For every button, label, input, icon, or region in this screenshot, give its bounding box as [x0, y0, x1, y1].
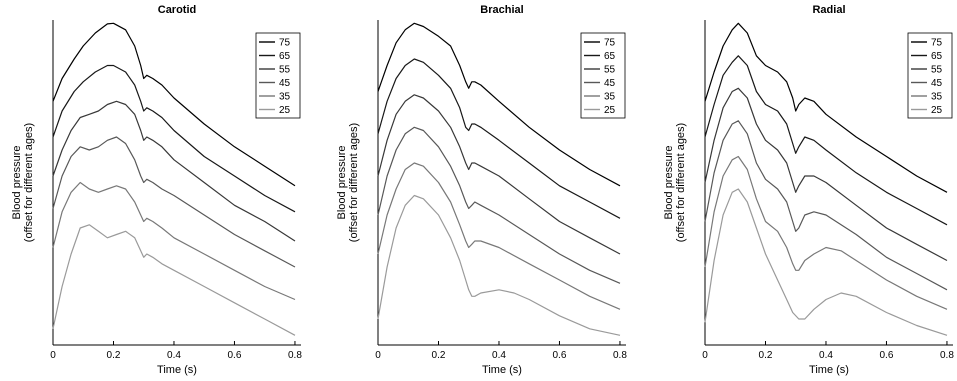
- legend: 75 65 55 45 35 25: [580, 32, 626, 119]
- legend-box: [907, 32, 953, 119]
- series-line-65: [52, 64, 296, 213]
- series-line-55: [52, 100, 296, 242]
- series-line-25: [704, 188, 948, 336]
- series-line-55: [704, 87, 948, 262]
- series-line-35: [704, 155, 948, 310]
- series-line-35: [52, 181, 296, 301]
- legend-label: 45: [279, 78, 291, 89]
- series-line-65: [377, 58, 621, 219]
- legend-label: 65: [931, 51, 943, 62]
- x-tick-label: 0.4: [819, 350, 833, 361]
- x-tick-label: 0.8: [288, 350, 302, 361]
- x-axis-label: Time (s): [157, 364, 197, 376]
- series-line-75: [52, 22, 296, 187]
- legend-box: [580, 32, 626, 119]
- legend-label: 45: [931, 78, 943, 89]
- legend-label: 65: [279, 51, 291, 62]
- legend-label: 45: [604, 78, 616, 89]
- series-line-75: [377, 22, 621, 187]
- x-tick-label: 0.4: [492, 350, 506, 361]
- legend-label: 75: [931, 38, 943, 49]
- x-tick-label: 0: [702, 350, 708, 361]
- x-tick-label: 0.2: [432, 350, 446, 361]
- legend-label: 55: [279, 65, 291, 76]
- panel-brachial: Brachial 0 0.2 0.4 0.6 0.8 Time (s) Blood press…: [336, 4, 627, 376]
- legend-label: 35: [931, 92, 943, 103]
- legend-label: 25: [931, 105, 943, 116]
- legend-label: 25: [604, 105, 616, 116]
- series-line-25: [52, 224, 296, 336]
- x-tick-label: 0.2: [759, 350, 773, 361]
- legend-label: 55: [931, 65, 943, 76]
- y-axis-label: Blood pressure: [663, 146, 675, 220]
- chart-title: Radial: [812, 4, 845, 16]
- series-line-45: [52, 136, 296, 268]
- y-axis-label-sub: (offset for different ages): [23, 123, 35, 242]
- legend: 75 65 55 45 35 25: [255, 32, 301, 119]
- legend-label: 75: [604, 38, 616, 49]
- legend-label: 75: [279, 38, 291, 49]
- x-tick-label: 0.6: [228, 350, 242, 361]
- x-tick-label: 0: [50, 350, 56, 361]
- panel-radial: Radial 0 0.2 0.4 0.6 0.8 Time (s) Blood pressur…: [663, 4, 954, 376]
- legend-label: 25: [279, 105, 291, 116]
- chart-title: Carotid: [158, 4, 197, 16]
- x-tick-label: 0.8: [613, 350, 627, 361]
- y-axis-label: Blood pressure: [11, 146, 23, 220]
- x-tick-label: 0.4: [167, 350, 181, 361]
- x-axis-label: Time (s): [809, 364, 849, 376]
- legend-label: 65: [604, 51, 616, 62]
- series-line-45: [377, 126, 621, 284]
- series-line-45: [704, 120, 948, 291]
- legend-label: 35: [279, 92, 291, 103]
- panel-carotid: Carotid 0 0.2 0.4 0.6 0.8 Time (s) Blood pressu…: [11, 4, 302, 376]
- x-tick-label: 0.6: [880, 350, 894, 361]
- x-tick-label: 0: [375, 350, 381, 361]
- x-tick-label: 0.8: [940, 350, 954, 361]
- x-tick-label: 0.2: [107, 350, 121, 361]
- legend-box: [255, 32, 301, 119]
- series-line-35: [377, 162, 621, 310]
- y-axis-label-sub: (offset for different ages): [348, 123, 360, 242]
- x-tick-label: 0.6: [553, 350, 567, 361]
- series-line-25: [377, 194, 621, 336]
- x-axis-label: Time (s): [482, 364, 522, 376]
- legend-label: 35: [604, 92, 616, 103]
- series-line-65: [704, 55, 948, 226]
- y-axis-label: Blood pressure: [336, 146, 348, 220]
- series-line-55: [377, 94, 621, 255]
- y-axis-label-sub: (offset for different ages): [675, 123, 687, 242]
- legend: 75 65 55 45 35 25: [907, 32, 953, 119]
- chart-title: Brachial: [480, 4, 523, 16]
- series-line-75: [704, 22, 948, 193]
- legend-label: 55: [604, 65, 616, 76]
